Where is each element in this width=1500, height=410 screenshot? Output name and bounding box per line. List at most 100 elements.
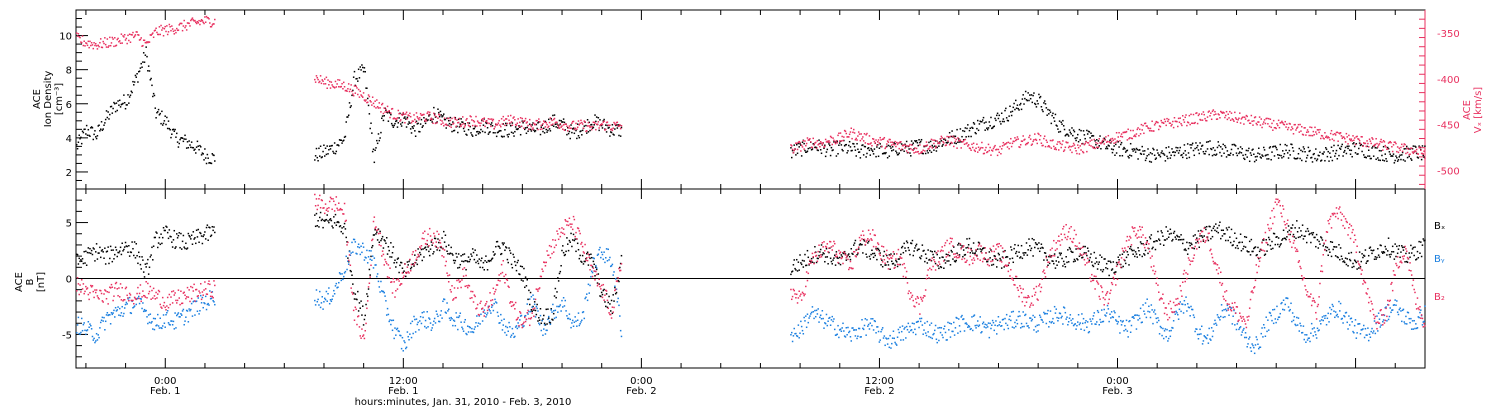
data-point [1416,153,1419,155]
data-point [609,265,612,268]
data-point [190,18,193,21]
data-point [201,296,204,299]
data-point [1137,127,1139,129]
data-point [537,128,539,131]
data-point [365,99,367,101]
data-point [602,289,605,292]
data-point [1301,133,1304,136]
data-point [176,29,179,32]
data-point [1324,159,1326,162]
data-point [557,124,560,126]
data-point [871,324,873,327]
data-point [901,325,904,327]
data-point [605,293,608,295]
data-point [452,121,454,123]
data-point [846,334,848,336]
data-point [1323,151,1325,153]
data-point [1064,265,1067,268]
data-point [544,333,547,335]
data-point [166,116,168,119]
data-point [385,242,387,245]
data-point [1013,140,1015,143]
data-point [562,121,564,123]
data-point [927,148,929,150]
data-point [930,322,933,324]
data-point [556,305,558,308]
data-point [1089,137,1091,139]
data-point [80,41,82,43]
data-point [841,327,843,329]
data-point [619,266,621,269]
data-point [99,130,101,132]
data-point [1299,236,1301,238]
data-point [1401,151,1404,154]
data-point [1298,227,1301,229]
data-point [948,135,950,138]
data-point [574,127,576,130]
data-point [555,316,557,319]
data-point [1395,142,1397,145]
data-point [1088,131,1091,133]
data-point [523,127,525,130]
data-point [92,138,95,141]
data-point [1415,148,1418,151]
data-point [1373,258,1376,261]
data-point [614,128,616,130]
data-point [1202,150,1205,153]
data-point [1013,102,1015,105]
data-point [1088,259,1091,261]
data-point [1029,317,1032,319]
data-point [1169,157,1172,159]
data-point [344,270,347,273]
data-point [447,244,450,246]
data-point [468,326,471,328]
data-point [1087,142,1090,144]
data-point [1147,252,1149,255]
data-point [885,337,887,339]
data-point [154,107,157,109]
data-point [515,325,518,327]
data-point [372,267,375,269]
data-point [865,334,867,336]
data-point [1268,147,1271,149]
data-point [1171,123,1173,126]
data-point [179,22,181,25]
data-point [926,150,929,152]
data-point [1408,155,1410,158]
data-point [441,115,443,118]
data-point [1386,250,1389,252]
data-point [411,320,414,323]
data-point [1187,121,1190,124]
data-point [1297,152,1300,155]
data-point [824,256,827,258]
data-point [114,306,117,309]
data-point [978,123,981,125]
data-point [968,129,971,132]
data-point [618,280,620,283]
data-point [1242,154,1244,157]
data-point [594,114,596,116]
data-point [456,316,458,319]
data-point [1086,141,1089,144]
data-point [388,320,390,323]
data-point [599,246,601,249]
data-point [876,144,879,146]
data-point [76,253,78,256]
data-point [960,316,962,318]
data-point [795,332,797,335]
data-point [362,246,365,248]
data-point [125,37,128,40]
data-point [1118,259,1120,261]
data-point [121,42,123,44]
data-point [198,148,200,151]
data-point [462,122,465,125]
data-point [1018,109,1020,111]
data-point [107,314,109,317]
data-point [589,257,591,260]
data-point [107,111,109,113]
data-point [111,36,114,39]
data-point [183,138,185,140]
data-point [1321,152,1324,155]
data-point [797,142,800,145]
data-point [1352,135,1354,137]
